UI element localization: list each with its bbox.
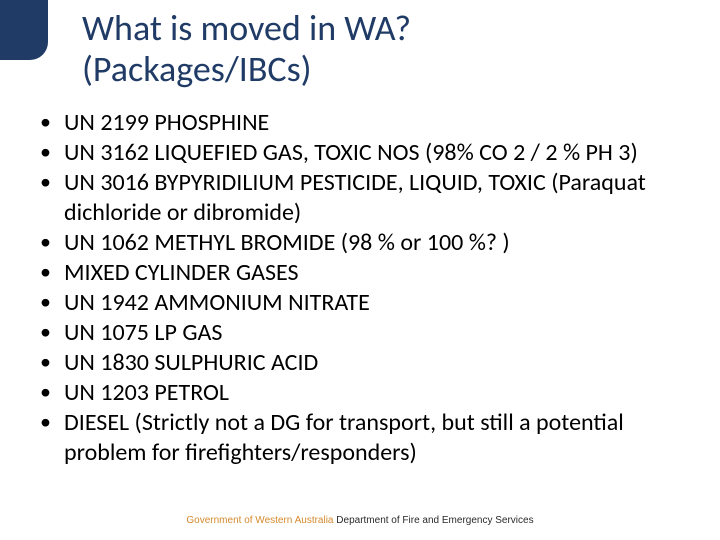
list-item: UN 1075 LP GAS bbox=[36, 318, 700, 348]
bullet-text: UN 1075 LP GAS bbox=[64, 318, 222, 347]
bullet-list: UN 2199 PHOSPHINE UN 3162 LIQUEFIED GAS,… bbox=[36, 108, 700, 468]
content-area: UN 2199 PHOSPHINE UN 3162 LIQUEFIED GAS,… bbox=[36, 108, 700, 468]
list-item: UN 1830 SULPHURIC ACID bbox=[36, 348, 700, 378]
bullet-text: UN 1942 AMMONIUM NITRATE bbox=[64, 288, 370, 317]
bullet-text: UN 1203 PETROL bbox=[64, 378, 229, 407]
corner-accent bbox=[0, 0, 48, 60]
bullet-text: MIXED CYLINDER GASES bbox=[64, 258, 299, 287]
bullet-text: DIESEL (Strictly not a DG for transport,… bbox=[64, 408, 624, 467]
bullet-text: UN 3016 BYPYRIDILIUM PESTICIDE, LIQUID, … bbox=[64, 168, 646, 227]
footer-dept: Department of Fire and Emergency Service… bbox=[336, 515, 533, 526]
title-line-2: (Packages/IBCs) bbox=[82, 47, 312, 91]
list-item: DIESEL (Strictly not a DG for transport,… bbox=[36, 408, 700, 468]
bullet-text: UN 3162 LIQUEFIED GAS, TOXIC NOS (98% CO… bbox=[64, 138, 638, 167]
slide-title: What is moved in WA? (Packages/IBCs) bbox=[82, 8, 411, 91]
footer: Government of Western Australia Departme… bbox=[0, 515, 720, 526]
list-item: UN 2199 PHOSPHINE bbox=[36, 108, 700, 138]
title-line-1: What is moved in WA? bbox=[82, 6, 411, 50]
bullet-text: UN 2199 PHOSPHINE bbox=[64, 108, 269, 137]
list-item: UN 1942 AMMONIUM NITRATE bbox=[36, 288, 700, 318]
bullet-text: UN 1830 SULPHURIC ACID bbox=[64, 348, 318, 377]
list-item: UN 3016 BYPYRIDILIUM PESTICIDE, LIQUID, … bbox=[36, 168, 700, 228]
bullet-text: UN 1062 METHYL BROMIDE (98 % or 100 %? ) bbox=[64, 228, 510, 257]
footer-org: Government of Western Australia bbox=[186, 515, 336, 526]
list-item: UN 3162 LIQUEFIED GAS, TOXIC NOS (98% CO… bbox=[36, 138, 700, 168]
list-item: UN 1062 METHYL BROMIDE (98 % or 100 %? ) bbox=[36, 228, 700, 258]
slide: What is moved in WA? (Packages/IBCs) UN … bbox=[0, 0, 720, 540]
list-item: MIXED CYLINDER GASES bbox=[36, 258, 700, 288]
list-item: UN 1203 PETROL bbox=[36, 378, 700, 408]
